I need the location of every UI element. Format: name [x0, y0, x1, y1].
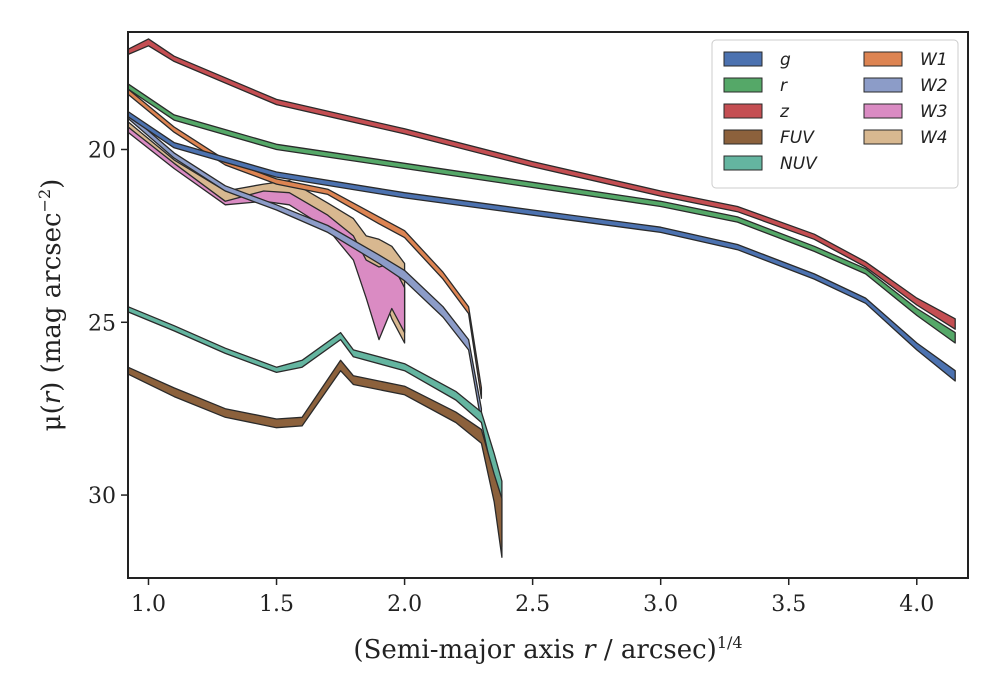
x-axis-label: (Semi-major axis r / arcsec)1/4 — [353, 633, 742, 665]
legend: grz FUV NUV W1 W2 W3 W4 — [711, 39, 959, 189]
legend-label-g: g — [780, 50, 791, 70]
band-z — [127, 38, 956, 330]
legend-label-w2: W2 — [920, 76, 948, 96]
y-axis-label: μ(r) (mag arcsec−2) — [35, 179, 67, 432]
y-tick-label: 20 — [88, 138, 116, 163]
x-tick-label: 2.0 — [387, 592, 422, 617]
legend-swatch-w1 — [863, 51, 903, 67]
legend-swatch-nuv — [723, 155, 763, 171]
legend-label-r: r — [780, 76, 788, 96]
x-tick-label: 2.5 — [515, 592, 550, 617]
x-tick-label: 4.0 — [899, 592, 934, 617]
legend-box — [711, 39, 959, 189]
legend-label-fuv: FUV — [780, 128, 815, 148]
legend-swatch-w3 — [863, 103, 903, 119]
x-tick-label: 3.5 — [771, 592, 806, 617]
legend-label-w1: W1 — [920, 50, 948, 70]
legend-swatch-g — [723, 51, 763, 67]
band-nuv — [127, 306, 503, 548]
legend-label-z: z — [779, 102, 790, 122]
y-axis: 20 25 30 — [88, 138, 128, 509]
y-tick-label: 30 — [88, 484, 116, 509]
band-w3 — [127, 126, 406, 341]
band-r — [127, 83, 956, 344]
legend-swatch-w4 — [863, 129, 903, 145]
legend-label-nuv: NUV — [780, 154, 818, 174]
band-g — [127, 110, 956, 382]
x-tick-label: 3.0 — [643, 592, 678, 617]
x-tick-label: 1.5 — [259, 592, 294, 617]
band-w1 — [127, 88, 483, 399]
legend-swatch-z — [723, 103, 763, 119]
legend-swatch-fuv — [723, 129, 763, 145]
series-bands — [127, 38, 956, 558]
legend-label-w4: W4 — [920, 128, 948, 148]
y-tick-label: 25 — [88, 311, 116, 336]
plot-frame — [127, 31, 969, 579]
x-tick-label: 1.0 — [131, 592, 166, 617]
band-fuv — [127, 359, 503, 558]
legend-label-w3: W3 — [920, 102, 948, 122]
x-axis: 1.0 1.5 2.0 2.5 3.0 3.5 4.0 — [131, 578, 934, 617]
legend-swatch-r — [723, 77, 763, 93]
legend-swatch-w2 — [863, 77, 903, 93]
